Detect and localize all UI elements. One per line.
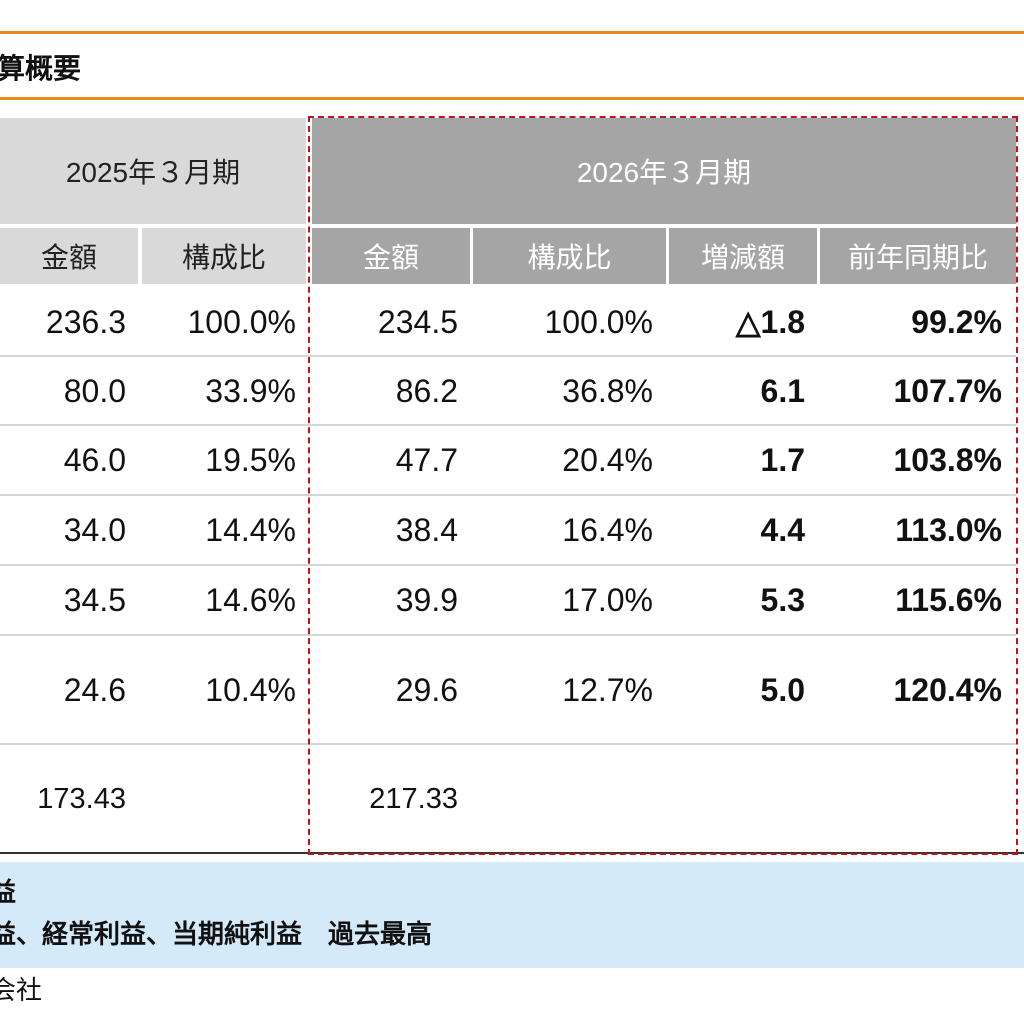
note-line-1: 益 [0, 878, 17, 908]
header-change: 増減額 [669, 228, 817, 284]
table-cell: 20.4% [562, 441, 653, 478]
header-cur-amount: 金額 [312, 228, 470, 284]
table-cell: 16.4% [562, 511, 653, 548]
row-divider [0, 424, 1016, 426]
row-divider [0, 743, 1016, 745]
table-cell: 113.0% [895, 511, 1002, 548]
table-cell: 217.33 [369, 782, 458, 815]
table-cell: 5.3 [760, 581, 805, 618]
table-cell: 86.2 [395, 372, 458, 409]
header-prev-period: 2025年３月期 [0, 118, 306, 224]
table-cell: 29.6 [395, 671, 458, 708]
table-cell [473, 745, 661, 853]
table-cell: 100.0% [544, 303, 653, 340]
table-cell [820, 745, 1010, 853]
table-cell: 103.8% [893, 441, 1002, 478]
header-prev-ratio: 構成比 [142, 228, 306, 284]
row-divider [0, 355, 1016, 357]
table-cell: 5.0 [760, 671, 805, 708]
table-cell: 4.4 [760, 511, 805, 548]
table-cell [669, 745, 813, 853]
table-cell: 24.6 [63, 671, 126, 708]
table-cell: 33.9% [205, 372, 296, 409]
table-cell: 99.2% [911, 303, 1002, 340]
header-prev-amount: 金額 [0, 228, 138, 284]
table-cell: 36.8% [562, 372, 653, 409]
table-cell: 17.0% [562, 581, 653, 618]
row-divider [0, 564, 1016, 566]
table-cell: △1.8 [735, 304, 805, 340]
table-cell: 80.0 [63, 372, 126, 409]
notes-panel: 益 益、経常利益、当期純利益 過去最高 [0, 862, 1024, 968]
table-cell: 100.0% [187, 303, 296, 340]
company-footer: 会社 [0, 976, 43, 1006]
table-cell: 10.4% [205, 671, 296, 708]
table-cell: 46.0 [63, 441, 126, 478]
table-cell: 14.4% [205, 511, 296, 548]
table-cell: 38.4 [395, 511, 458, 548]
table-cell: 173.43 [37, 782, 126, 815]
header-cur-period: 2026年３月期 [312, 118, 1016, 224]
row-divider [0, 634, 1016, 636]
header-yoy: 前年同期比 [820, 228, 1016, 284]
table-cell: 1.7 [760, 441, 805, 478]
table-cell: 34.5 [63, 581, 126, 618]
section-title: 算概要 [0, 52, 82, 85]
table-cell: 236.3 [45, 303, 126, 340]
table-cell: 34.0 [63, 511, 126, 548]
row-divider [0, 494, 1016, 496]
table-cell: 47.7 [395, 441, 458, 478]
table-cell: 39.9 [395, 581, 458, 618]
table-cell: 14.6% [205, 581, 296, 618]
table-cell: 120.4% [893, 671, 1002, 708]
table-cell: 12.7% [562, 671, 653, 708]
table-cell: 115.6% [895, 581, 1002, 618]
title-rule [0, 97, 1024, 100]
table-cell [142, 745, 304, 853]
table-cell: 234.5 [377, 303, 458, 340]
header-cur-ratio: 構成比 [473, 228, 666, 284]
top-rule [0, 31, 1024, 34]
table-cell: 107.7% [893, 372, 1002, 409]
table-cell: 19.5% [205, 441, 296, 478]
table-bottom-rule [0, 852, 1024, 854]
note-line-2: 益、経常利益、当期純利益 過去最高 [0, 920, 433, 950]
table-cell: 6.1 [760, 372, 805, 409]
